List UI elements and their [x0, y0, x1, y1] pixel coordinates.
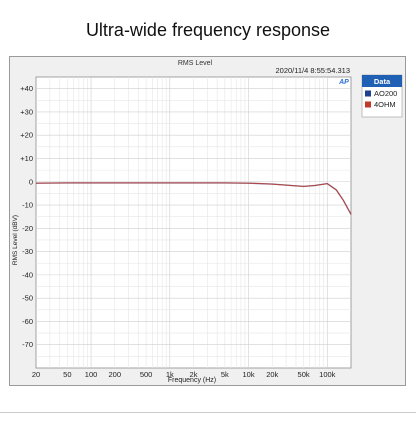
x-tick-label: 100	[85, 370, 98, 379]
x-tick-label: 2k	[190, 370, 198, 379]
y-tick-label: -10	[22, 201, 33, 210]
legend-label-ao200: AO200	[374, 89, 397, 98]
chart-timestamp: 2020/11/4 8:55:54.313	[275, 66, 350, 75]
legend-header	[362, 75, 402, 87]
y-tick-label: -60	[22, 317, 33, 326]
x-tick-label: 20	[32, 370, 40, 379]
x-axis-label: Frequency (Hz)	[168, 377, 216, 384]
ap-logo-icon: AP	[338, 79, 349, 86]
x-tick-label: 100k	[319, 370, 336, 379]
y-tick-label: -20	[22, 224, 33, 233]
legend-title: Data	[374, 77, 391, 86]
x-tick-label: 10k	[242, 370, 254, 379]
legend-swatch-4ohm	[365, 101, 371, 108]
y-tick-label: +10	[20, 154, 33, 163]
y-tick-label: -70	[22, 340, 33, 349]
y-tick-label: -30	[22, 247, 33, 256]
y-tick-label: +30	[20, 107, 33, 116]
page-headline: Ultra-wide frequency response	[85, 20, 331, 40]
y-axis-label: RMS Level (dBV)	[12, 215, 19, 265]
chart-window: RMS Level 2020/11/4 8:55:54.313 +40 +30 +2…	[9, 56, 406, 386]
x-tick-label: 5k	[221, 370, 229, 379]
y-tick-label: +40	[20, 84, 33, 93]
series-line-4ohm	[35, 182, 352, 215]
x-tick-label: 50k	[298, 370, 310, 379]
frequency-response-chart: RMS Level 2020/11/4 8:55:54.313 +40 +30 +2…	[12, 60, 403, 384]
divider	[0, 412, 416, 413]
y-tick-label: -50	[22, 294, 33, 303]
x-tick-label: 500	[140, 370, 153, 379]
y-tick-label: +20	[20, 131, 33, 140]
x-tick-label: 1k	[166, 370, 174, 379]
chart-title: RMS Level	[178, 60, 213, 67]
legend-label-4ohm: 4OHM	[374, 100, 396, 109]
y-tick-label: 0	[29, 177, 33, 186]
legend: Data AO200 4OHM	[361, 74, 403, 118]
y-tick-label: -40	[22, 270, 33, 279]
x-tick-label: 200	[108, 370, 121, 379]
legend-swatch-ao200	[365, 90, 371, 97]
x-tick-label: 20k	[266, 370, 278, 379]
x-tick-label: 50	[63, 370, 71, 379]
